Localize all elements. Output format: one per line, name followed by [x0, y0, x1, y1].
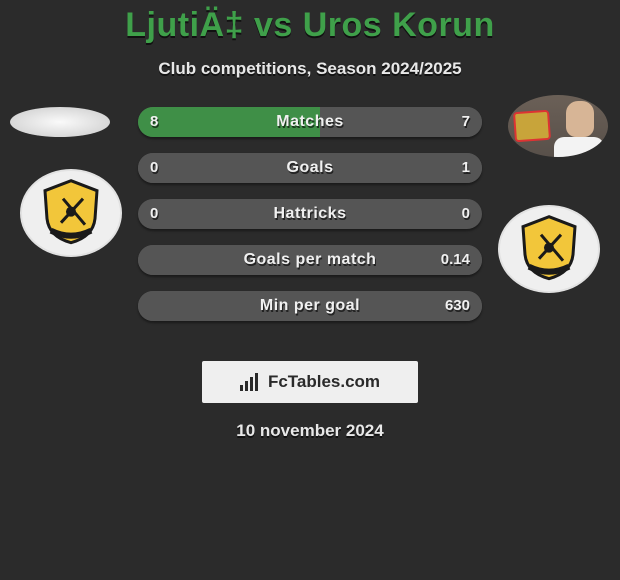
stat-label: Matches [138, 107, 482, 137]
comparison-card: LjutiÄ‡ vs Uros Korun Club competitions,… [0, 0, 620, 580]
stat-row: 0Hattricks0 [138, 199, 482, 229]
stat-row: Goals per match0.14 [138, 245, 482, 275]
watermark-text: FcTables.com [268, 372, 380, 392]
player-left-avatar [10, 107, 110, 137]
stat-right-value: 0 [462, 199, 470, 229]
stat-label: Goals per match [138, 245, 482, 275]
player-right-avatar [508, 95, 608, 157]
stat-right-value: 7 [462, 107, 470, 137]
shirt-shape [554, 137, 604, 157]
stat-row: 0Goals1 [138, 153, 482, 183]
head-shape [566, 101, 594, 137]
page-title: LjutiÄ‡ vs Uros Korun [0, 6, 620, 45]
flag-icon [513, 110, 551, 142]
stat-bars: 8Matches70Goals10Hattricks0Goals per mat… [138, 107, 482, 337]
stat-row: Min per goal630 [138, 291, 482, 321]
stat-label: Min per goal [138, 291, 482, 321]
stat-label: Hattricks [138, 199, 482, 229]
club-left-crest [20, 169, 122, 257]
chart-icon [240, 373, 262, 391]
club-right-crest [498, 205, 600, 293]
stats-area: 8Matches70Goals10Hattricks0Goals per mat… [0, 107, 620, 347]
stat-right-value: 0.14 [441, 245, 470, 275]
subtitle: Club competitions, Season 2024/2025 [0, 59, 620, 79]
stat-right-value: 630 [445, 291, 470, 321]
stat-right-value: 1 [462, 153, 470, 183]
stat-label: Goals [138, 153, 482, 183]
watermark: FcTables.com [202, 361, 418, 403]
date-text: 10 november 2024 [0, 421, 620, 441]
shield-icon [519, 215, 579, 281]
shield-icon [41, 179, 101, 245]
stat-row: 8Matches7 [138, 107, 482, 137]
